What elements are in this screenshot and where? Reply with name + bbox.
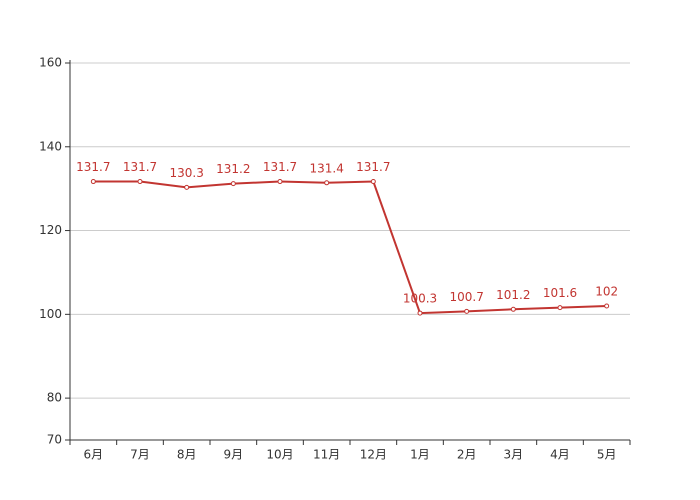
point xyxy=(510,306,516,312)
data-label: 130.3 xyxy=(169,166,203,180)
x-tick-label: 6月 xyxy=(84,448,104,462)
x-tick-label: 11月 xyxy=(313,448,340,462)
data-label: 131.7 xyxy=(123,160,157,174)
point xyxy=(604,303,610,309)
x-tick-label: 2月 xyxy=(457,448,477,462)
line xyxy=(93,180,607,315)
x-tick-label: 3月 xyxy=(504,448,524,462)
point xyxy=(137,179,143,185)
data-label: 100.7 xyxy=(449,290,483,304)
point xyxy=(90,179,96,185)
data-label: 102 xyxy=(595,284,618,298)
point xyxy=(184,184,190,190)
x-tick-label: 5月 xyxy=(597,448,617,462)
data-label: 101.2 xyxy=(496,288,530,302)
point xyxy=(324,180,330,186)
point xyxy=(417,310,423,316)
point xyxy=(277,179,283,185)
y-tick-label: 100 xyxy=(39,307,62,321)
x-tick-label: 4月 xyxy=(550,448,570,462)
data-label: 131.2 xyxy=(216,162,250,176)
data-label: 131.7 xyxy=(263,160,297,174)
data-label: 100.3 xyxy=(403,292,437,306)
data-label: 131.7 xyxy=(76,160,110,174)
point xyxy=(464,308,470,314)
x-tick-label: 12月 xyxy=(360,448,387,462)
data-label: 101.6 xyxy=(543,286,577,300)
x-tick-label: 7月 xyxy=(130,448,150,462)
y-tick-label: 80 xyxy=(47,391,62,405)
y-tick-label: 160 xyxy=(39,56,62,70)
y-tick-label: 140 xyxy=(39,139,62,153)
x-tick-label: 10月 xyxy=(266,448,293,462)
point xyxy=(370,179,376,185)
y-tick-label: 70 xyxy=(47,433,62,447)
point xyxy=(557,305,563,311)
x-tick-label: 1月 xyxy=(410,448,430,462)
data-label: 131.7 xyxy=(356,160,390,174)
x-tick-label: 9月 xyxy=(224,448,244,462)
y-tick-label: 120 xyxy=(39,223,62,237)
x-tick-label: 8月 xyxy=(177,448,197,462)
point xyxy=(230,181,236,187)
data-label: 131.4 xyxy=(309,161,343,175)
